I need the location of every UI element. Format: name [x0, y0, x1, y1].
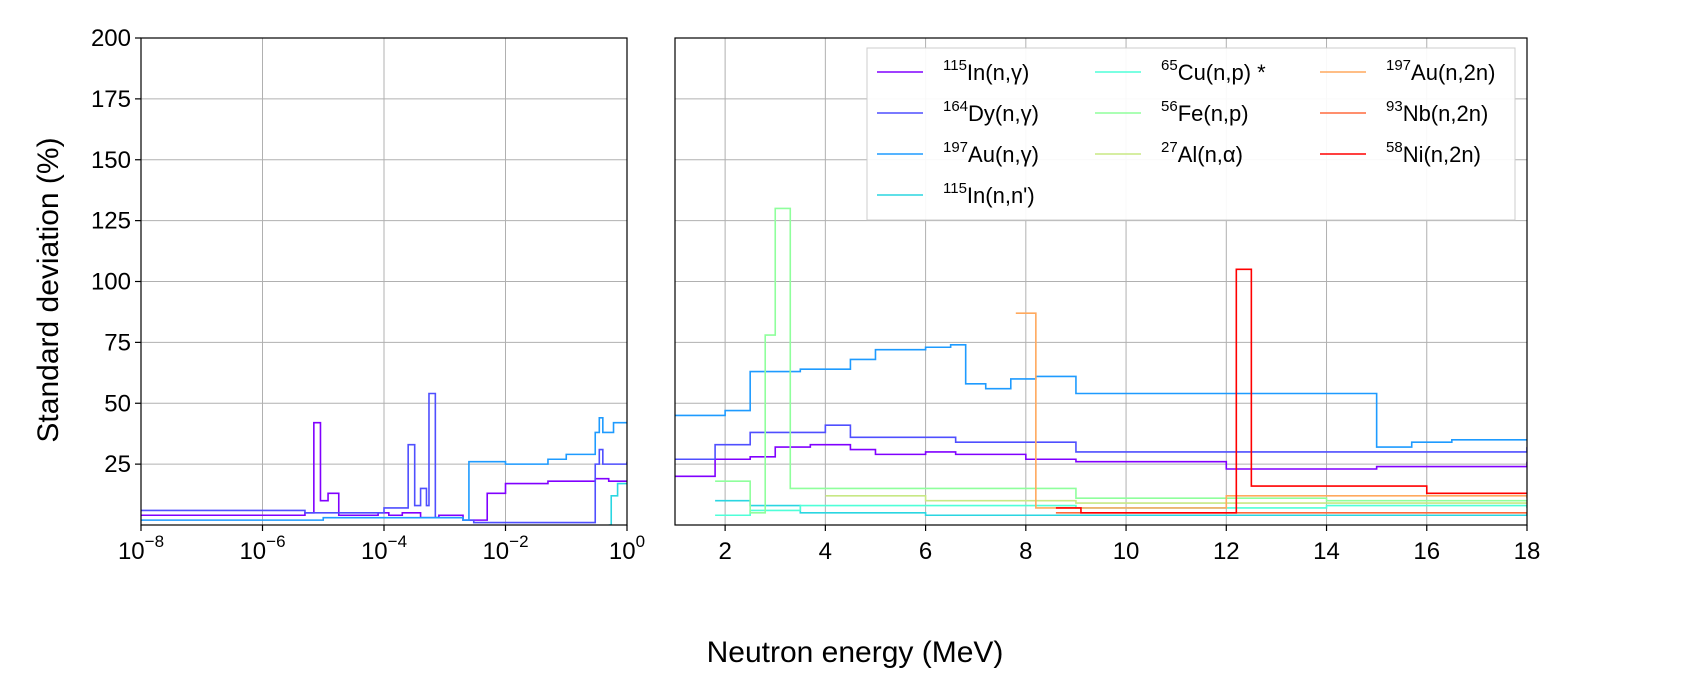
- legend-box: [866, 47, 1516, 221]
- series-cu65-np-high-energy: [715, 504, 1527, 517]
- series-dy164-ng-low-energy: [141, 392, 627, 524]
- legend-entry-in115-ng: 115In(n,γ): [943, 57, 1029, 85]
- series-dy164-ng-high-energy: [675, 424, 1527, 461]
- x-tick-label: 10−8: [118, 532, 164, 565]
- series-au197-n2n-high-energy: [1015, 312, 1527, 509]
- x-tick-label: 16: [1413, 538, 1440, 565]
- x-tick-label: 10: [1113, 538, 1140, 565]
- legend-entry-ni58-n2n: 58Ni(n,2n): [1386, 139, 1481, 167]
- series-ni58-n2n-high-energy: [1055, 268, 1527, 514]
- x-tick-label: 6: [919, 538, 932, 565]
- legend-entry-au197-ng: 197Au(n,γ): [943, 139, 1039, 167]
- series-au197-ng-high-energy: [675, 344, 1527, 448]
- y-tick-label: 175: [91, 86, 131, 113]
- y-tick-label: 75: [104, 329, 131, 356]
- y-tick-label: 25: [104, 451, 131, 478]
- x-tick-label: 10−2: [482, 532, 528, 565]
- legend-entry-dy164-ng: 164Dy(n,γ): [943, 98, 1039, 126]
- x-tick-label: 18: [1514, 538, 1541, 565]
- legend-entry-au197-n2n: 197Au(n,2n): [1386, 57, 1495, 85]
- series-fe56-np-high-energy: [715, 207, 1527, 514]
- x-tick-label: 12: [1213, 538, 1240, 565]
- x-axis-label: Neutron energy (MeV): [707, 636, 1004, 669]
- y-tick-label: 50: [104, 390, 131, 417]
- legend-entry-cu65-np: 65Cu(n,p) *: [1161, 57, 1266, 85]
- y-tick-label: 200: [91, 25, 131, 52]
- y-tick-label: 150: [91, 147, 131, 174]
- x-tick-label: 10−4: [361, 532, 407, 565]
- legend-entry-al27-na: 27Al(n,α): [1161, 139, 1243, 167]
- x-tick-label: 10−6: [239, 532, 285, 565]
- y-axis-label: Standard deviation (%): [32, 137, 65, 442]
- x-tick-label: 14: [1313, 538, 1340, 565]
- series-in115-ng-low-energy: [141, 421, 627, 521]
- series-in115-nn-low-energy: [608, 482, 627, 525]
- panel-frame-2: [674, 37, 1528, 526]
- series-in115-ng-high-energy: [675, 443, 1527, 478]
- x-tick-label: 4: [819, 538, 832, 565]
- x-tick-label: 2: [718, 538, 731, 565]
- series-lines: [141, 207, 1527, 525]
- series-au197-ng-low-energy: [141, 417, 627, 521]
- x-tick-label: 8: [1019, 538, 1032, 565]
- tick-labels: 25 50 75 100 125 150 175 200 10−8 10−6 10−4 10−2 100…: [91, 25, 1540, 565]
- legend: 115In(n,γ) 164Dy(n,γ) 197Au(n,γ) 115In(n,n'…: [866, 47, 1516, 221]
- y-tick-label: 125: [91, 208, 131, 235]
- y-tick-label: 100: [91, 269, 131, 296]
- x-tick-label: 100: [609, 532, 645, 565]
- legend-entry-fe56-np: 56Fe(n,p): [1161, 98, 1249, 126]
- legend-entry-nb93-n2n: 93Nb(n,2n): [1386, 98, 1488, 126]
- series-al27-na-high-energy: [825, 494, 1527, 504]
- legend-entry-in115-nn: 115In(n,n'): [943, 180, 1035, 208]
